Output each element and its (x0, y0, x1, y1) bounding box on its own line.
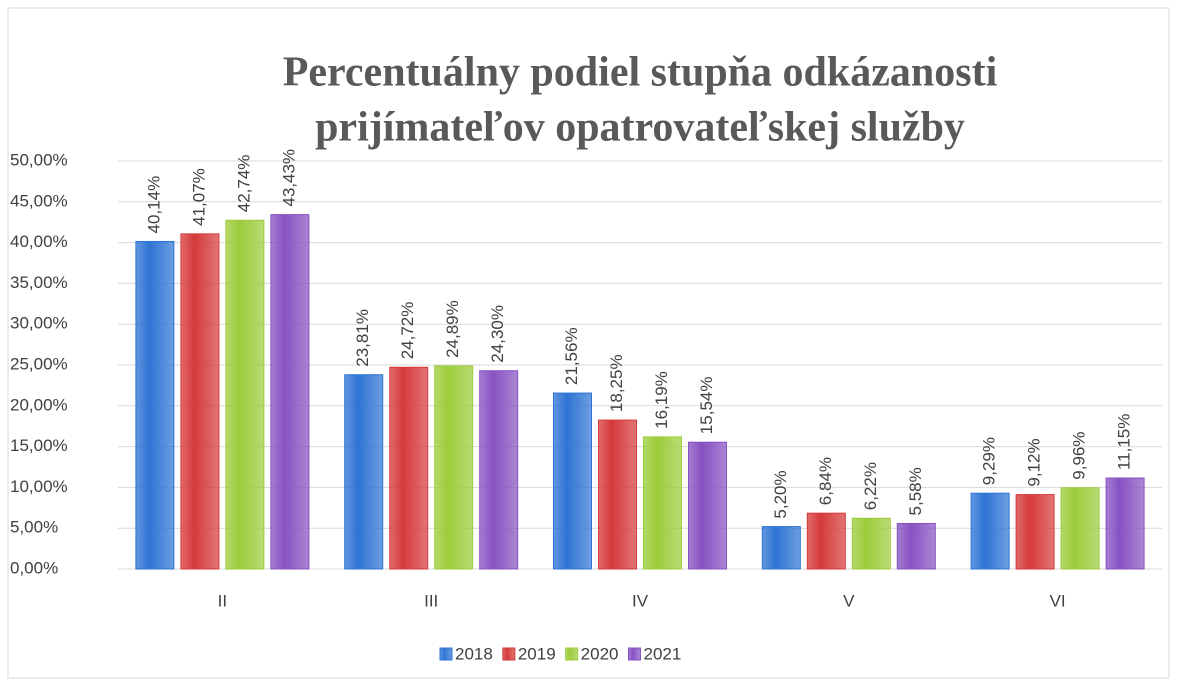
data-label: 6,84% (816, 457, 835, 505)
chart-title: prijímateľov opatrovateľskej služby (315, 105, 965, 151)
data-label: 9,29% (980, 437, 999, 485)
data-label: 43,43% (279, 149, 298, 207)
data-label: 18,25% (607, 354, 626, 412)
bar (761, 526, 801, 570)
y-tick-label: 45,00% (10, 191, 68, 210)
bar (344, 374, 384, 570)
legend-label: 2021 (643, 644, 681, 663)
legend-label: 2018 (455, 644, 493, 663)
bar (389, 366, 429, 570)
bar (553, 392, 592, 570)
data-label: 40,14% (144, 176, 163, 234)
y-tick-label: 35,00% (10, 273, 68, 292)
legend-swatch (627, 647, 641, 661)
data-label: 5,20% (771, 470, 790, 518)
x-tick-label: III (424, 591, 438, 610)
x-tick-label: V (843, 591, 855, 610)
y-tick-label: 15,00% (10, 436, 68, 455)
bar (1060, 487, 1100, 570)
y-tick-label: 25,00% (10, 354, 68, 373)
y-tick-label: 0,00% (10, 558, 58, 577)
data-label: 24,30% (488, 305, 507, 363)
data-label: 16,19% (652, 371, 671, 429)
legend-label: 2019 (518, 644, 556, 663)
bar (598, 419, 637, 570)
bar (135, 240, 175, 570)
bar (896, 522, 936, 570)
y-tick-label: 40,00% (10, 232, 68, 251)
bar (970, 492, 1010, 570)
bar (806, 512, 846, 570)
bar (225, 219, 265, 570)
legend-swatch (565, 647, 579, 661)
legend-swatch (502, 647, 516, 661)
y-tick-label: 5,00% (10, 518, 58, 537)
bar (851, 517, 891, 570)
bar (1105, 477, 1145, 570)
data-label: 24,72% (398, 302, 417, 360)
x-tick-label: IV (632, 591, 649, 610)
bar (688, 441, 727, 570)
bar (1015, 494, 1055, 570)
bar (270, 214, 310, 570)
data-label: 23,81% (353, 309, 372, 367)
data-label: 15,54% (697, 377, 716, 435)
x-tick-label: II (218, 591, 227, 610)
legend-swatch (439, 647, 453, 661)
y-tick-label: 10,00% (10, 477, 68, 496)
data-label: 9,12% (1025, 438, 1044, 486)
bar (479, 370, 519, 570)
x-tick-label: VI (1050, 591, 1066, 610)
data-label: 21,56% (562, 327, 581, 385)
legend-label: 2020 (581, 644, 619, 663)
data-label: 24,89% (443, 300, 462, 358)
bar (643, 436, 682, 570)
data-label: 11,15% (1115, 414, 1134, 470)
y-tick-label: 30,00% (10, 314, 68, 333)
data-label: 42,74% (234, 155, 253, 213)
bar (434, 365, 474, 570)
data-label: 6,22% (861, 462, 880, 510)
y-tick-label: 20,00% (10, 395, 68, 414)
data-label: 9,96% (1070, 432, 1089, 480)
chart-title: Percentuálny podiel stupňa odkázanosti (283, 50, 998, 96)
y-tick-label: 50,00% (10, 150, 68, 169)
data-label: 5,58% (906, 467, 925, 515)
data-label: 41,07% (189, 168, 208, 226)
bar (180, 233, 220, 570)
